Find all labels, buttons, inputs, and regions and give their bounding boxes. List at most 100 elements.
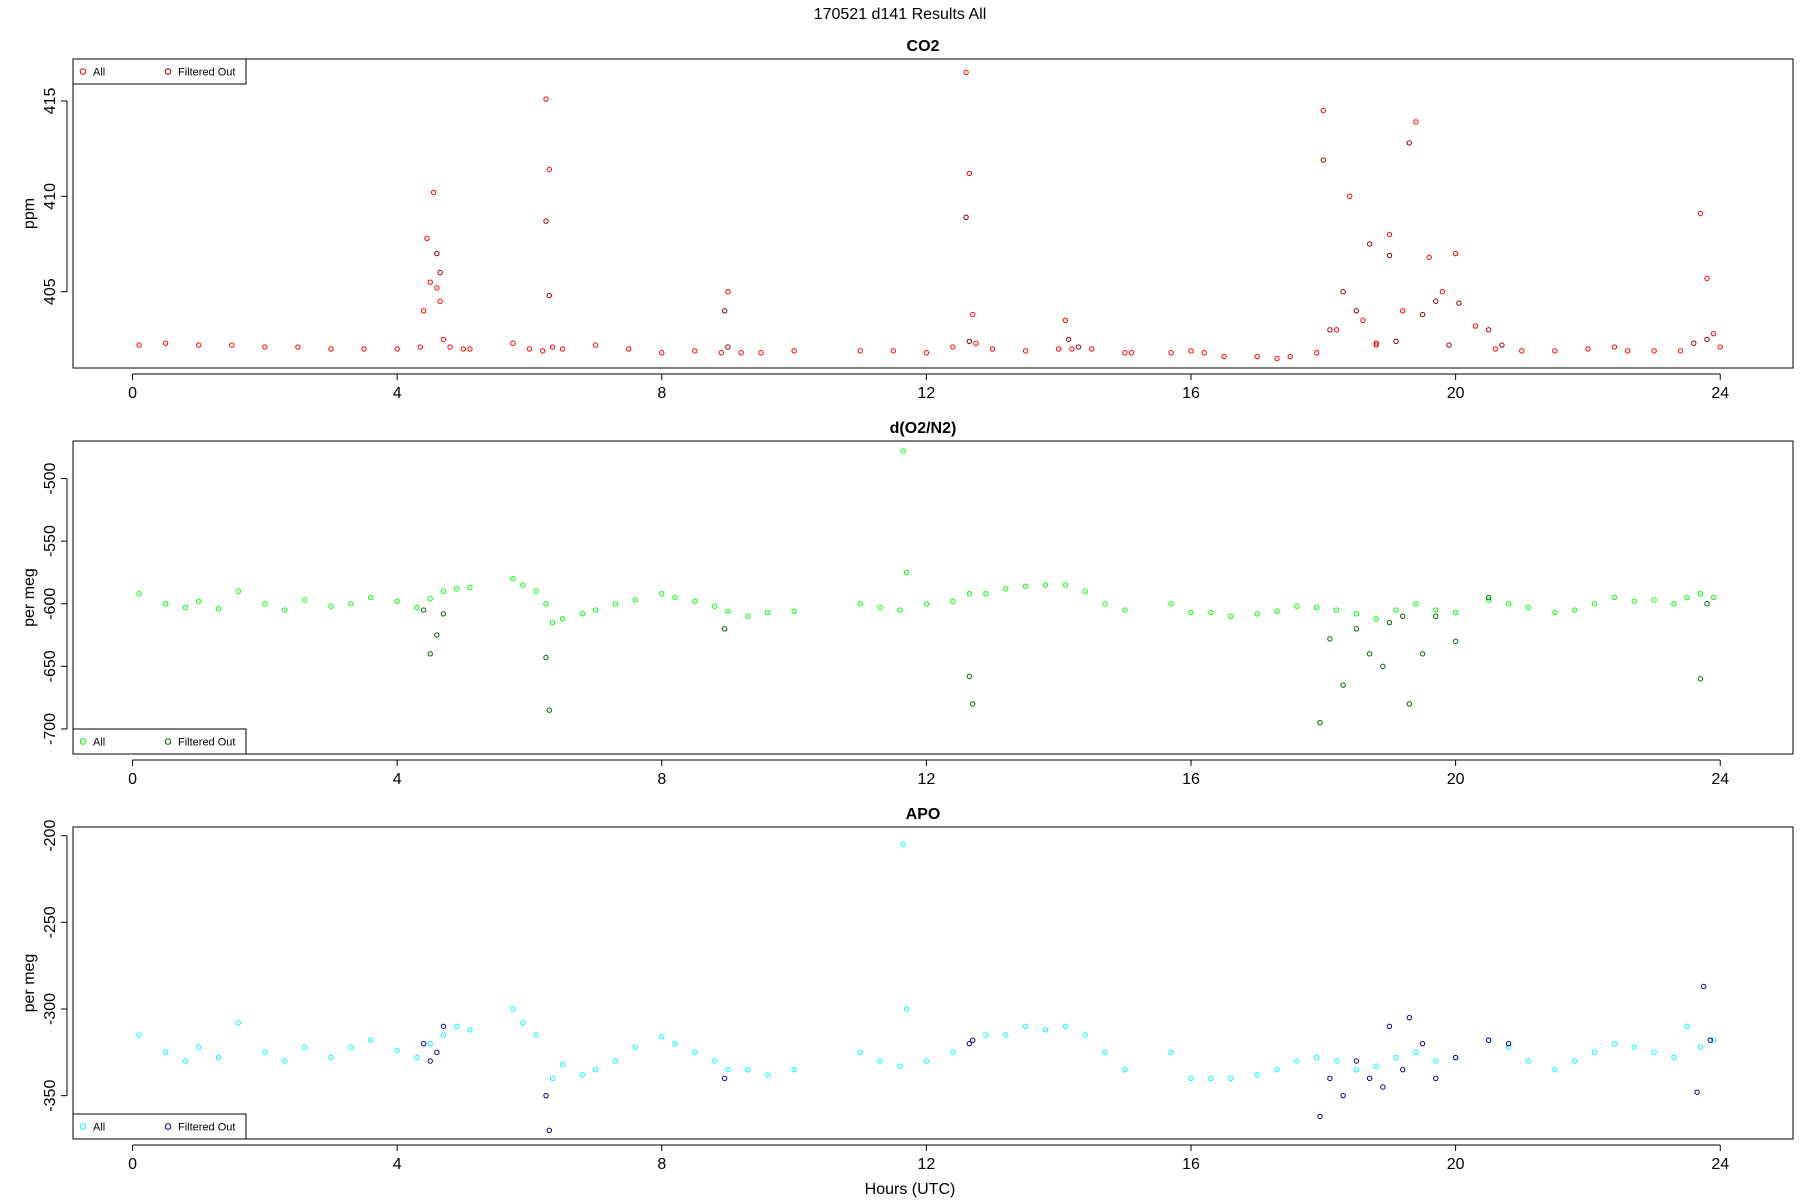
data-point [543, 1092, 549, 1099]
data-point [427, 1040, 433, 1047]
y-tick-label: -550 [42, 525, 59, 557]
data-point [1393, 338, 1399, 344]
data-point [1208, 1075, 1214, 1082]
data-point [1571, 607, 1578, 613]
legend: All Filtered Out [72, 1113, 247, 1140]
data-point [791, 348, 797, 354]
data-point [348, 1044, 354, 1050]
x-axis: 0 4 8 12 16 20 24 [128, 759, 1729, 788]
data-point [195, 342, 202, 348]
y-axis: 405 410 415 [42, 88, 68, 305]
data-point [1380, 1084, 1386, 1090]
data-point [546, 292, 553, 299]
series-all [136, 448, 1717, 626]
plot-title: APO [906, 806, 941, 823]
data-point [1651, 597, 1657, 603]
data-point [659, 1034, 665, 1040]
data-point [1433, 1058, 1439, 1064]
data-point [440, 588, 447, 594]
legend-marker [79, 738, 87, 745]
data-point [721, 626, 728, 632]
data-point [1707, 1037, 1714, 1043]
x-tick-label: 8 [657, 1156, 666, 1173]
data-point [1333, 327, 1340, 333]
data-point [559, 1061, 566, 1068]
data-point [1456, 300, 1462, 306]
data-point [1700, 983, 1707, 990]
data-point [1227, 1075, 1234, 1082]
data-point [966, 338, 973, 344]
y-axis-label: per meg [21, 568, 38, 627]
data-point [1294, 603, 1300, 609]
legend: All Filtered Out [72, 58, 247, 85]
data-point [1317, 720, 1323, 726]
data-point [235, 1020, 242, 1026]
data-point [1611, 1040, 1618, 1047]
data-point [1082, 1032, 1088, 1038]
data-point [725, 608, 731, 614]
data-point [857, 348, 863, 354]
data-point [973, 340, 979, 346]
data-point [1386, 619, 1393, 626]
data-point [1406, 701, 1413, 707]
data-point [1677, 348, 1684, 354]
data-point [692, 1049, 698, 1056]
x-tick-label: 4 [393, 385, 402, 402]
data-point [969, 311, 976, 318]
data-point [1433, 1075, 1439, 1082]
data-point [1611, 594, 1618, 601]
data-point [1472, 323, 1479, 329]
data-point [721, 1075, 728, 1082]
data-point [1624, 348, 1631, 354]
data-point [1327, 327, 1333, 333]
data-point [1168, 1049, 1174, 1056]
x-tick-label: 0 [128, 1156, 137, 1173]
data-point [1505, 1040, 1512, 1047]
plot-frame [72, 58, 1794, 369]
data-point [923, 1058, 930, 1064]
data-point [877, 604, 883, 611]
figure-title: 170521 d141 Results All [814, 6, 987, 23]
plot-panel-3: APO 0 4 8 12 16 20 24 -350 -300 -250 -200 per meg All… [21, 806, 1794, 1173]
data-point [745, 1066, 751, 1073]
data-point [758, 350, 764, 356]
data-point [136, 342, 142, 348]
data-point [281, 607, 288, 613]
x-tick-label: 8 [657, 771, 666, 788]
legend-marker [164, 68, 172, 75]
data-point [923, 350, 930, 356]
data-point [533, 588, 539, 594]
data-point [1591, 1049, 1598, 1056]
data-point [1320, 107, 1327, 114]
data-point [182, 604, 189, 611]
data-point [453, 586, 460, 592]
data-point [963, 69, 969, 76]
data-point [791, 1066, 797, 1073]
data-point [328, 1054, 334, 1061]
data-point [1353, 1058, 1360, 1064]
data-point [453, 1023, 460, 1030]
plot-title: CO2 [907, 38, 940, 55]
legend-marker [164, 738, 172, 745]
data-point [745, 613, 751, 619]
legend-marker [79, 68, 87, 75]
data-point [966, 591, 973, 597]
data-point [1366, 651, 1373, 657]
data-point [764, 609, 771, 616]
y-tick-label: -700 [42, 713, 59, 745]
data-point [1697, 591, 1704, 597]
data-point [301, 597, 308, 603]
data-point [510, 340, 516, 346]
data-point [546, 1127, 553, 1134]
data-point [897, 607, 903, 613]
data-point [1419, 1040, 1426, 1047]
data-point [672, 594, 678, 601]
data-point [579, 1072, 586, 1078]
data-point [1102, 1049, 1108, 1056]
x-tick-label: 24 [1711, 1156, 1729, 1173]
legend-marker [79, 1123, 87, 1130]
data-point [1075, 344, 1082, 350]
data-point [1552, 348, 1558, 354]
data-point [1505, 601, 1512, 607]
data-point [1386, 231, 1393, 238]
